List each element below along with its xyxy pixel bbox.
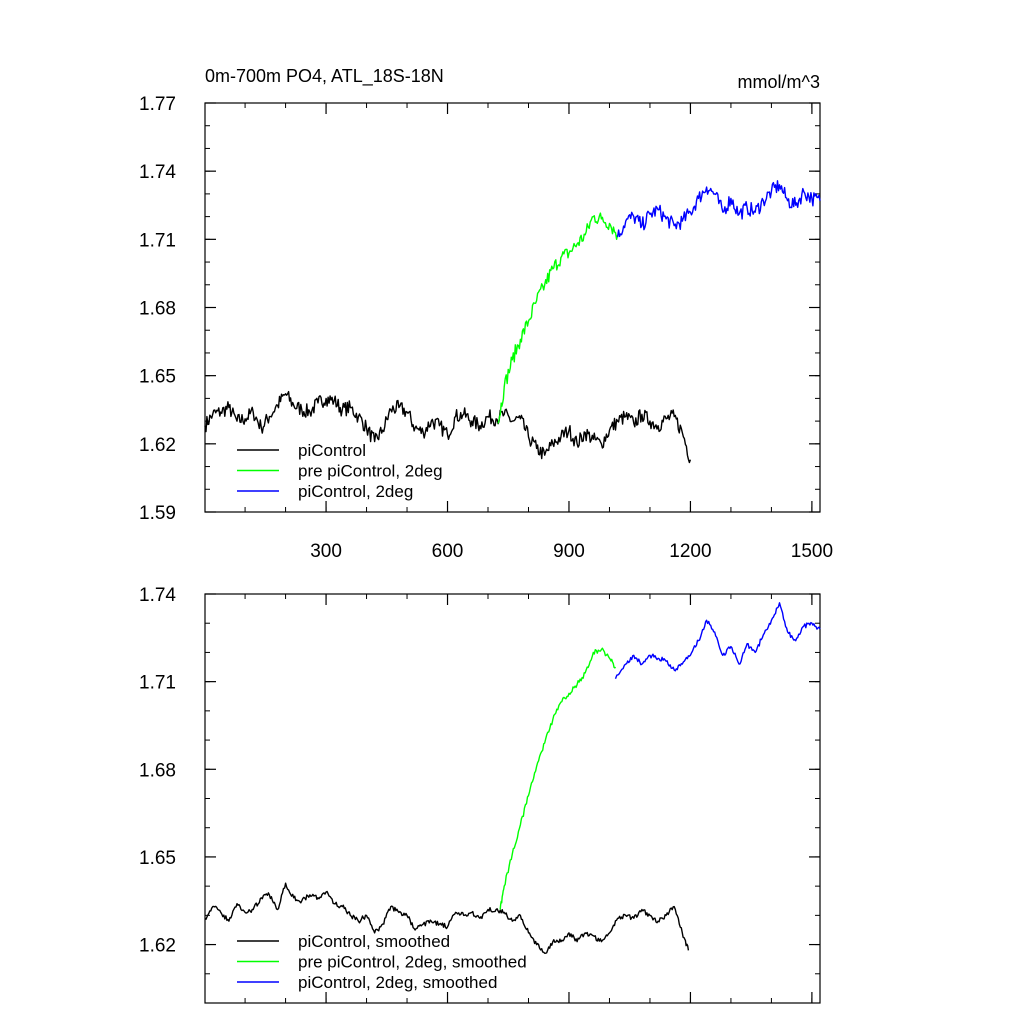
top-plot: 300 600 900 1200 1500 1.59 1.62 1.65 1.68 1.71 1.7… [139, 94, 833, 562]
bottom-plot: 1.62 1.65 1.68 1.71 1.74 piControl, smoothed p… [139, 585, 821, 1004]
bottom-panel: 1.62 1.65 1.68 1.71 1.74 piControl, smoothed p… [139, 585, 821, 1004]
series-line-3 [616, 180, 821, 238]
y-tick-label: 1.74 [139, 162, 176, 183]
series-line-3 [614, 602, 821, 679]
x-tick-label: 1500 [791, 541, 833, 562]
y-tick-label: 1.71 [139, 673, 176, 694]
y-tick-label: 1.62 [139, 936, 176, 957]
legend-label: piControl [298, 441, 366, 460]
x-tick-label: 1200 [669, 541, 711, 562]
series-line-2 [499, 647, 617, 910]
series-line-1 [204, 882, 690, 954]
y-tick-label: 1.59 [139, 503, 176, 524]
y-tick-label: 1.68 [139, 760, 176, 781]
legend-label: piControl, 2deg, smoothed [298, 973, 497, 992]
series-line-1 [204, 390, 692, 464]
y-tick-label: 1.71 [139, 230, 176, 251]
y-tick-label: 1.65 [139, 367, 176, 388]
top-title-left: 0m-700m PO4, ATL_18S-18N [205, 66, 444, 87]
legend-label: piControl, smoothed [298, 932, 450, 951]
series-line-2 [497, 212, 619, 424]
y-tick-label: 1.62 [139, 435, 176, 456]
y-tick-label: 1.77 [139, 94, 176, 115]
legend-label: pre piControl, 2deg, smoothed [298, 953, 527, 972]
x-tick-label: 300 [310, 541, 342, 562]
top-panel: 0m-700m PO4, ATL_18S-18N mmol/m^3 300 600… [139, 66, 833, 562]
legend-label: pre piControl, 2deg [298, 462, 443, 481]
x-tick-label: 600 [432, 541, 464, 562]
y-tick-label: 1.68 [139, 299, 176, 320]
x-tick-label: 900 [553, 541, 585, 562]
legend-label: piControl, 2deg [298, 482, 413, 501]
y-tick-label: 1.74 [139, 585, 176, 606]
y-tick-label: 1.65 [139, 848, 176, 869]
top-title-right: mmol/m^3 [738, 72, 820, 92]
